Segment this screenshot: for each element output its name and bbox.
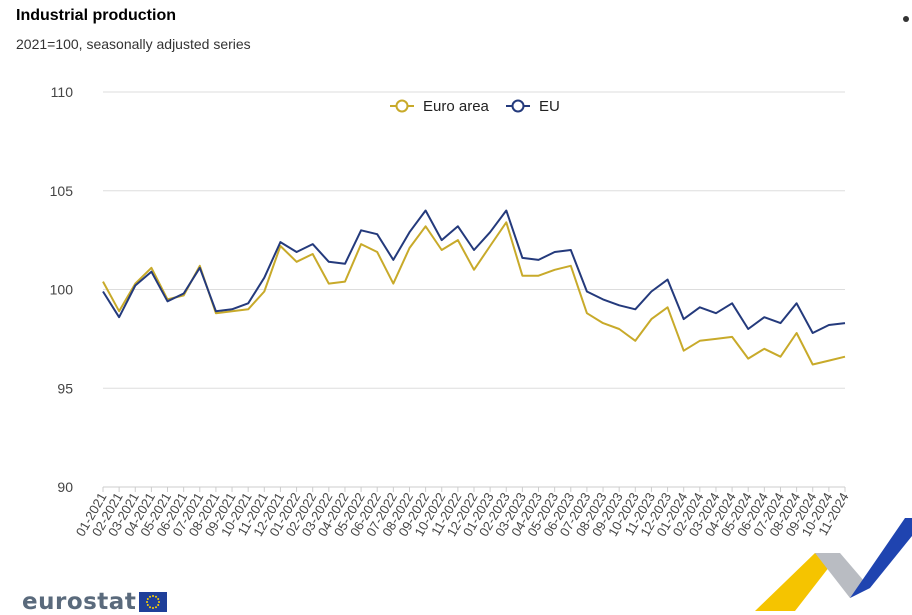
chart-title: Industrial production <box>16 7 176 24</box>
x-axis-ticks: 01-202102-202103-202104-202105-202106-20… <box>73 487 852 539</box>
legend-marker-euro-area <box>395 99 409 113</box>
chart-subtitle: 2021=100, seasonally adjusted series <box>16 36 251 52</box>
series-lines <box>102 209 846 366</box>
series-line-euro-area[interactable] <box>102 221 846 366</box>
logo-text: eurostat <box>22 589 137 615</box>
legend-label-euro-area: Euro area <box>423 98 490 115</box>
y-tick-label: 90 <box>57 479 73 495</box>
legend-marker-eu <box>511 99 525 113</box>
y-axis-ticks: 90 95 100 105 110 <box>50 84 74 495</box>
corner-decoration-icon <box>755 518 912 611</box>
y-tick-label: 105 <box>50 183 74 199</box>
menu-dot-icon[interactable] <box>903 16 909 22</box>
legend-item-euro-area[interactable]: Euro area <box>390 98 490 115</box>
series-line-eu[interactable] <box>102 209 846 334</box>
legend: Euro area EU <box>390 98 560 115</box>
legend-item-eu[interactable]: EU <box>506 98 560 115</box>
y-tick-label: 95 <box>57 380 73 396</box>
y-tick-label: 100 <box>50 282 74 298</box>
eu-flag-icon <box>139 592 168 612</box>
y-tick-label: 110 <box>51 84 74 100</box>
legend-label-eu: EU <box>539 98 560 115</box>
gridlines <box>103 91 845 488</box>
eurostat-logo: eurostat <box>22 589 168 615</box>
